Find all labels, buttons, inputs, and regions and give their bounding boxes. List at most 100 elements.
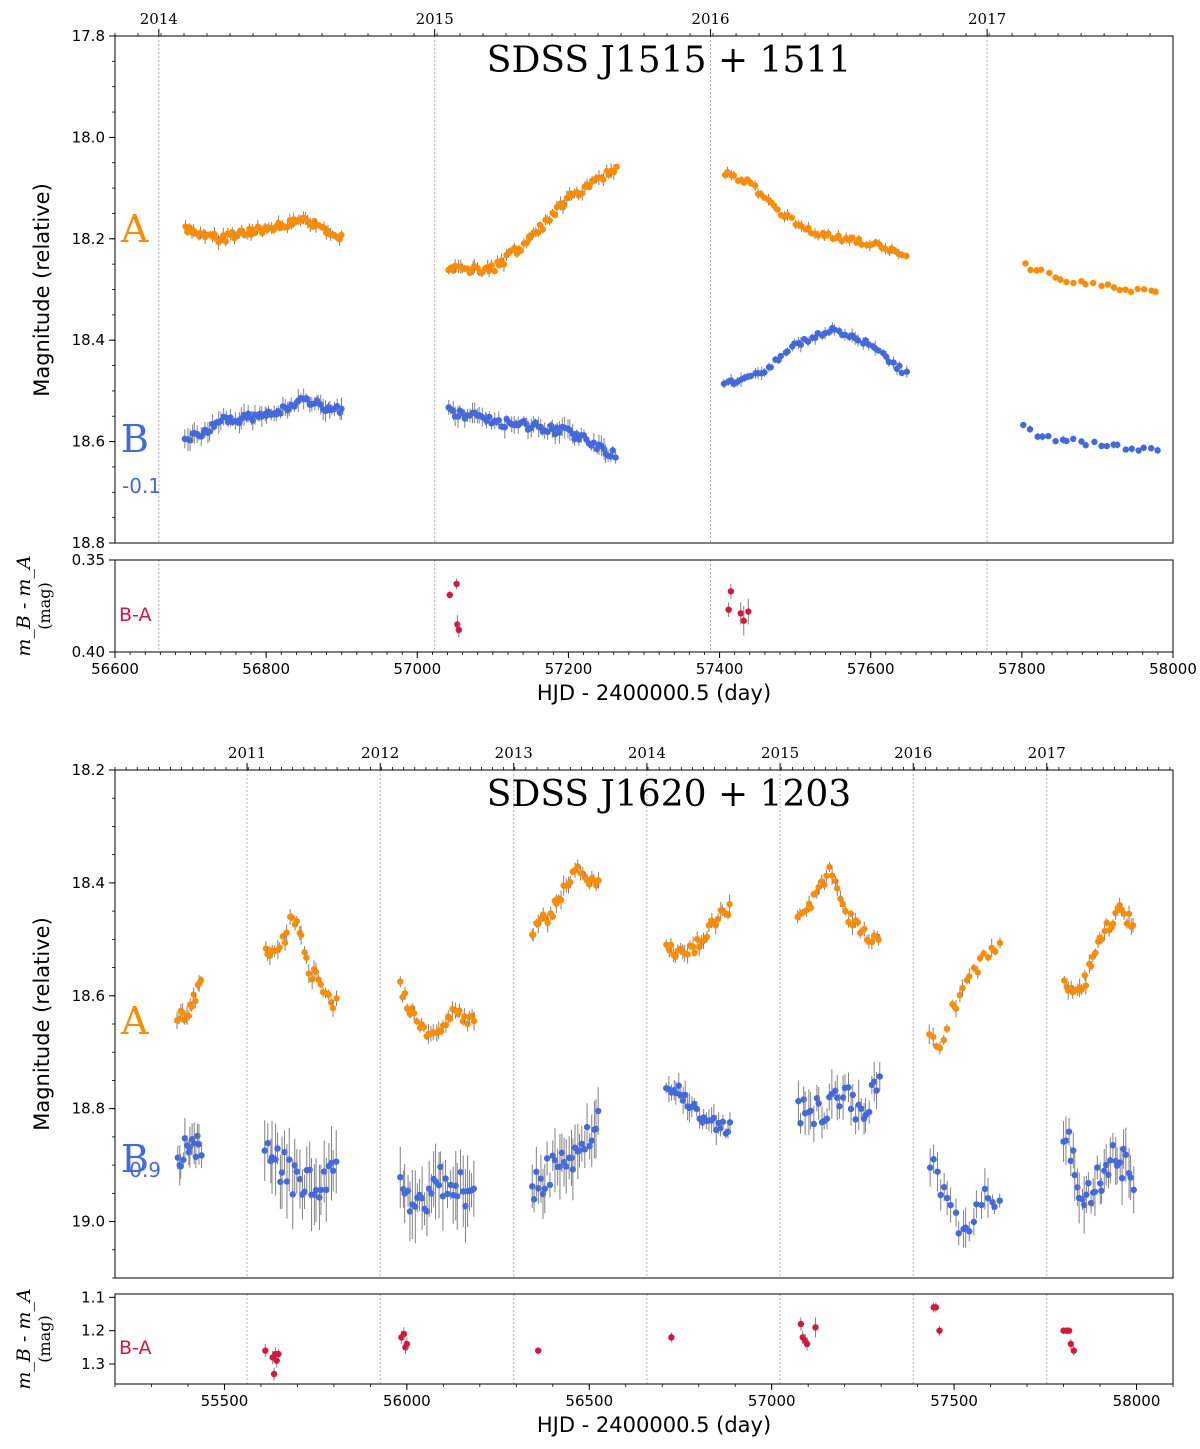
data-point-b [810,1120,818,1128]
data-point-a [1078,986,1085,993]
data-point-a [1092,949,1099,957]
data-point-a [526,234,534,241]
data-point-b [984,1194,992,1202]
data-point-b [428,1190,435,1197]
data-point-a [855,235,863,243]
data-point-b [185,1149,193,1156]
data-point-a [333,995,340,1002]
data-point-a [952,1005,960,1012]
data-point-a [1140,286,1148,293]
data-point-a [517,247,524,254]
diff-point [1070,1347,1077,1354]
data-point-b [1074,1184,1081,1191]
data-point-a [712,922,719,929]
diff-point [275,1350,282,1358]
data-point-a [293,917,300,925]
data-point-b [973,1201,980,1208]
data-point-b [966,1228,973,1235]
data-point-a [992,948,999,955]
data-point-b [865,1108,873,1116]
data-point-a [1046,269,1053,277]
diff-label: B-A [119,1337,151,1359]
data-point-a [466,269,473,277]
x-tick-label: 57500 [930,1392,978,1410]
diff-point [737,610,744,617]
data-point-a [943,1025,951,1032]
data-point-b [1062,1137,1070,1144]
data-point-b [609,447,616,454]
data-point-a [814,232,822,239]
data-point-b [457,1168,464,1176]
data-point-a [1127,288,1135,296]
data-point-b [495,417,502,424]
data-point-a [197,976,205,984]
data-point-b [811,334,819,342]
data-point-b [549,425,556,433]
data-point-a [940,1036,947,1044]
data-point-b [556,429,563,436]
year-tick-label: 2017 [968,10,1006,28]
b-offset-label: -0.1 [122,474,161,498]
data-point-b [435,1182,443,1189]
y-tick-label: 18.6 [72,433,105,451]
data-point-b [804,338,812,345]
data-point-b [186,1144,194,1151]
data-point-b [930,1156,937,1163]
data-point-b [1067,1157,1074,1165]
year-tick-label: 2016 [691,10,729,28]
data-point-b [607,453,614,460]
data-point-a [593,882,600,889]
data-point-a [1022,260,1029,267]
data-point-a [714,916,722,923]
data-point-a [1103,919,1111,926]
data-point-a [1110,284,1118,291]
data-point-b [691,1100,698,1108]
data-point-b [486,413,493,421]
data-point-b [264,1139,272,1147]
data-point-a [1063,278,1070,286]
year-tick-label: 2016 [894,744,932,762]
data-point-a [188,1003,195,1010]
diff-point [453,580,460,588]
data-point-b [675,1082,682,1089]
data-point-b [947,1201,954,1209]
data-point-b [1114,441,1121,449]
data-point-a [544,919,551,927]
y-tick-label: 17.8 [72,27,105,45]
data-point-a [970,964,978,972]
data-point-a [1027,266,1034,274]
b-offset-label: -0.9 [122,1158,161,1182]
data-point-a [1120,910,1128,917]
diff-point [454,621,461,628]
chart-title: SDSS J1515 + 1511 [487,40,851,81]
data-point-b [1097,1180,1104,1187]
data-point-a [461,1013,468,1020]
main-axes-frame [114,769,1174,1279]
data-point-b [1094,1164,1101,1171]
data-point-b [1154,447,1161,454]
diff-y-tick-label: 1.2 [81,1322,105,1340]
data-point-b [1107,1157,1114,1164]
data-point-b [296,1175,304,1183]
data-point-a [312,968,320,976]
data-point-a [1152,288,1159,295]
data-point-b [890,359,897,366]
data-point-b [501,424,509,431]
data-point-a [663,941,670,948]
data-point-a [456,1007,463,1014]
data-point-b [898,369,905,377]
data-point-b [943,1194,951,1202]
data-point-a [672,953,679,961]
data-point-a [420,1024,428,1031]
data-point-a [488,261,495,269]
data-point-a [974,969,981,976]
data-point-b [871,1078,878,1085]
data-point-b [854,337,862,344]
data-point-a [1098,282,1105,290]
data-point-b [937,1191,944,1199]
diff-point [668,1334,675,1341]
data-point-a [695,944,703,951]
data-point-a [474,264,481,272]
chart-title: SDSS J1620 + 1203 [487,774,851,815]
data-point-b [710,1114,718,1122]
